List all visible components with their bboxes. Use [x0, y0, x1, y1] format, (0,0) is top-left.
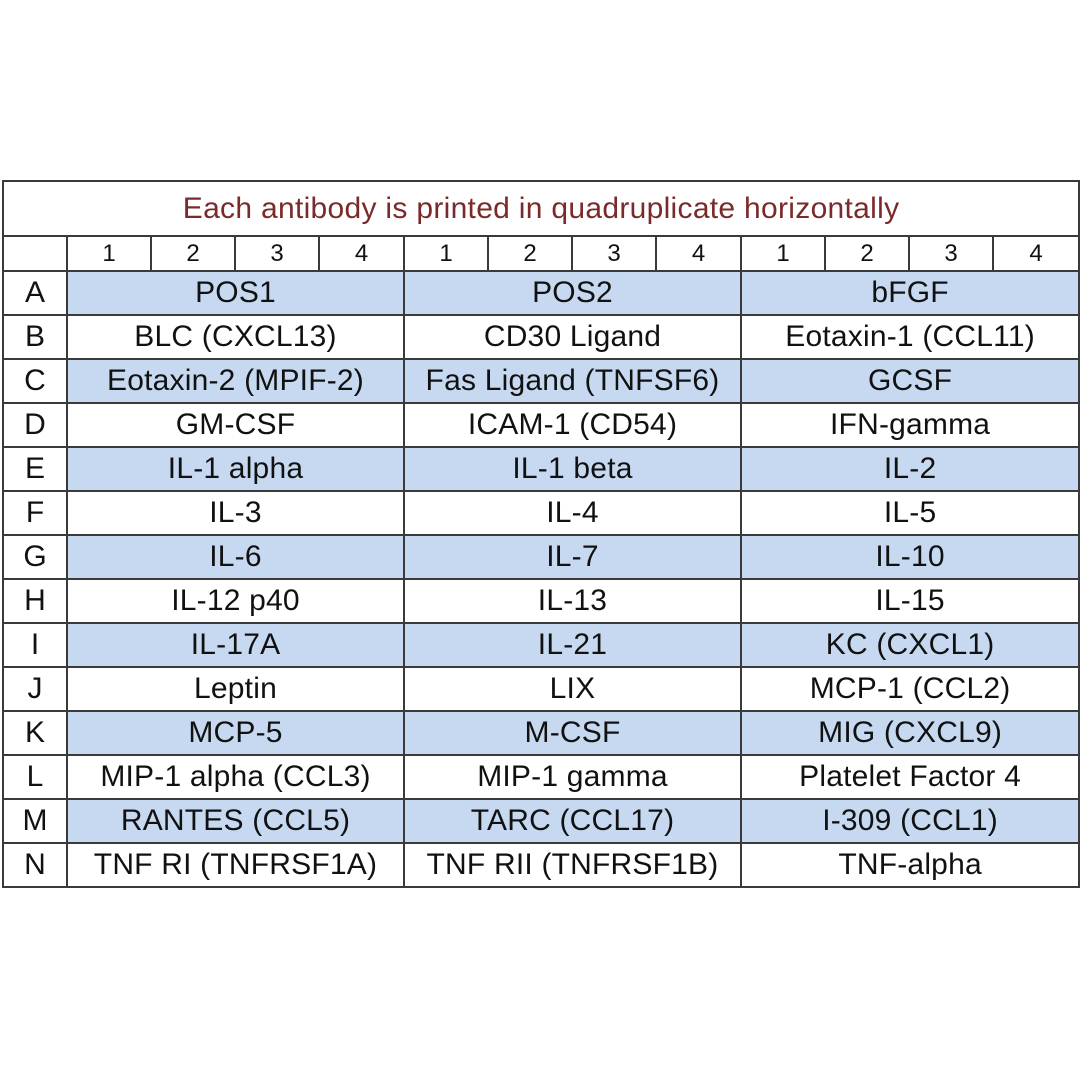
column-number: 4 [318, 235, 405, 272]
antibody-cell: IL-21 [403, 622, 742, 668]
row-label: C [2, 358, 68, 404]
row-label: D [2, 402, 68, 448]
row-label: L [2, 754, 68, 800]
antibody-cell: IL-6 [66, 534, 405, 580]
antibody-cell: IL-1 beta [403, 446, 742, 492]
antibody-cell: Eotaxin-1 (CCL11) [739, 314, 1080, 360]
antibody-cell: KC (CXCL1) [739, 622, 1080, 668]
antibody-cell: IL-4 [403, 490, 742, 536]
table-row: N TNF RI (TNFRSF1A) TNF RII (TNFRSF1B) TNF-… [2, 842, 1080, 888]
column-number: 1 [66, 235, 152, 272]
antibody-cell: MIP-1 alpha (CCL3) [66, 754, 405, 800]
antibody-cell: IL-1 alpha [66, 446, 405, 492]
row-label: K [2, 710, 68, 756]
antibody-cell: IFN-gamma [739, 402, 1080, 448]
antibody-cell: IL-2 [739, 446, 1080, 492]
column-number: 3 [908, 235, 994, 272]
table-row: E IL-1 alpha IL-1 beta IL-2 [2, 446, 1080, 492]
column-number: 2 [824, 235, 910, 272]
antibody-cell: bFGF [739, 270, 1080, 316]
row-label: A [2, 270, 68, 316]
row-label: N [2, 842, 68, 888]
table-row: I IL-17A IL-21 KC (CXCL1) [2, 622, 1080, 668]
antibody-cell: Leptin [66, 666, 405, 712]
antibody-cell: CD30 Ligand [403, 314, 742, 360]
antibody-cell: IL-15 [739, 578, 1080, 624]
antibody-cell: M-CSF [403, 710, 742, 756]
table-row: H IL-12 p40 IL-13 IL-15 [2, 578, 1080, 624]
row-label: I [2, 622, 68, 668]
row-label: M [2, 798, 68, 844]
table-row: M RANTES (CCL5) TARC (CCL17) I-309 (CCL1) [2, 798, 1080, 844]
row-label: J [2, 666, 68, 712]
column-number: 1 [403, 235, 489, 272]
table-row: K MCP-5 M-CSF MIG (CXCL9) [2, 710, 1080, 756]
antibody-cell: Platelet Factor 4 [739, 754, 1080, 800]
antibody-cell: GCSF [739, 358, 1080, 404]
antibody-table: Each antibody is printed in quadruplicat… [1, 180, 1080, 888]
table-row: B BLC (CXCL13) CD30 Ligand Eotaxin-1 (CCL11… [2, 314, 1080, 360]
column-number: 2 [150, 235, 236, 272]
antibody-cell: LIX [403, 666, 742, 712]
table-row: J Leptin LIX MCP-1 (CCL2) [2, 666, 1080, 712]
column-number: 4 [991, 235, 1080, 272]
table-title: Each antibody is printed in quadruplicat… [1, 180, 1080, 237]
antibody-cell: MIP-1 gamma [403, 754, 742, 800]
row-label: B [2, 314, 68, 360]
table-row: D GM-CSF ICAM-1 (CD54) IFN-gamma [2, 402, 1080, 448]
antibody-cell: IL-7 [403, 534, 742, 580]
corner-cell [2, 235, 68, 272]
antibody-cell: IL-12 p40 [66, 578, 405, 624]
antibody-array-map: Each antibody is printed in quadruplicat… [1, 180, 1080, 888]
antibody-cell: ICAM-1 (CD54) [403, 402, 742, 448]
antibody-cell: POS1 [66, 270, 405, 316]
antibody-cell: IL-5 [739, 490, 1080, 536]
antibody-cell: GM-CSF [66, 402, 405, 448]
row-label: E [2, 446, 68, 492]
antibody-cell: Eotaxin-2 (MPIF-2) [66, 358, 405, 404]
table-row: F IL-3 IL-4 IL-5 [2, 490, 1080, 536]
table-row: L MIP-1 alpha (CCL3) MIP-1 gamma Platelet F… [2, 754, 1080, 800]
antibody-cell: TARC (CCL17) [403, 798, 742, 844]
antibody-cell: BLC (CXCL13) [66, 314, 405, 360]
antibody-cell: MCP-1 (CCL2) [739, 666, 1080, 712]
antibody-cell: Fas Ligand (TNFSF6) [403, 358, 742, 404]
antibody-cell: IL-13 [403, 578, 742, 624]
antibody-cell: I-309 (CCL1) [739, 798, 1080, 844]
table-row: G IL-6 IL-7 IL-10 [2, 534, 1080, 580]
column-number: 3 [571, 235, 657, 272]
table-row: C Eotaxin-2 (MPIF-2) Fas Ligand (TNFSF6) GC… [2, 358, 1080, 404]
antibody-cell: TNF RII (TNFRSF1B) [403, 842, 742, 888]
row-label: F [2, 490, 68, 536]
antibody-cell: IL-10 [739, 534, 1080, 580]
antibody-cell: POS2 [403, 270, 742, 316]
antibody-cell: IL-3 [66, 490, 405, 536]
column-number: 1 [740, 235, 826, 272]
antibody-cell: TNF RI (TNFRSF1A) [66, 842, 405, 888]
table-row: A POS1 POS2 bFGF [2, 270, 1080, 316]
row-label: G [2, 534, 68, 580]
antibody-cell: MCP-5 [66, 710, 405, 756]
column-number: 2 [487, 235, 573, 272]
antibody-cell: TNF-alpha [739, 842, 1080, 888]
column-number: 4 [655, 235, 742, 272]
antibody-cell: IL-17A [66, 622, 405, 668]
row-label: H [2, 578, 68, 624]
column-number: 3 [234, 235, 320, 272]
antibody-cell: MIG (CXCL9) [739, 710, 1080, 756]
antibody-cell: RANTES (CCL5) [66, 798, 405, 844]
